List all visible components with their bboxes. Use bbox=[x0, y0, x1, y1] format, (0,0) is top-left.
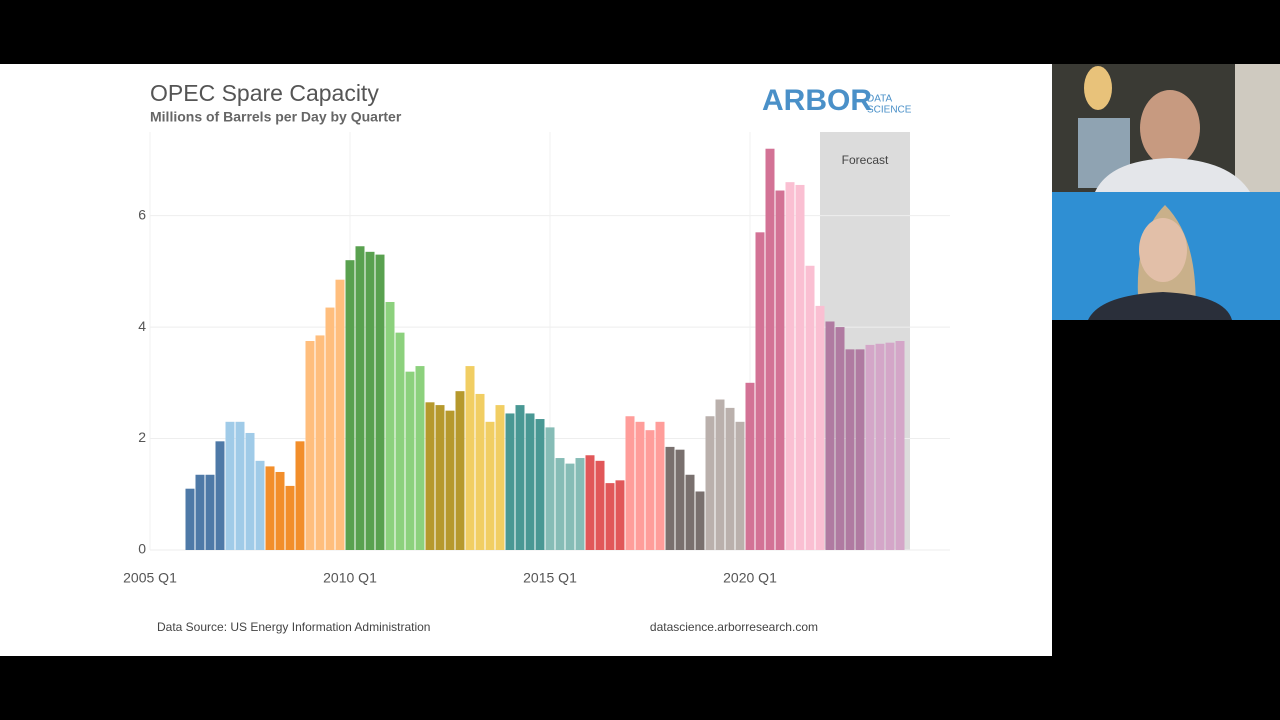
logo-tagline: SCIENCE bbox=[867, 105, 912, 116]
wall bbox=[1235, 64, 1280, 192]
bar bbox=[615, 480, 625, 550]
y-tick-label: 4 bbox=[138, 318, 146, 334]
bar bbox=[555, 458, 565, 550]
bar bbox=[675, 449, 685, 550]
bar bbox=[895, 341, 905, 550]
bar bbox=[575, 458, 585, 550]
webcam-tile bbox=[1052, 64, 1280, 192]
bar bbox=[295, 441, 305, 550]
bar bbox=[355, 246, 365, 550]
forecast-label: Forecast bbox=[842, 153, 889, 167]
chart-subtitle: Millions of Barrels per Day by Quarter bbox=[150, 109, 402, 125]
bar bbox=[585, 455, 595, 550]
bar bbox=[725, 407, 735, 550]
bar bbox=[665, 446, 675, 550]
bar bbox=[565, 463, 575, 550]
bar bbox=[395, 332, 405, 550]
bar bbox=[875, 343, 885, 550]
y-tick-label: 6 bbox=[138, 206, 146, 222]
bar bbox=[485, 421, 495, 550]
bar bbox=[185, 488, 195, 550]
bar bbox=[625, 416, 635, 550]
bar bbox=[365, 251, 375, 550]
bar bbox=[265, 466, 275, 550]
bar bbox=[385, 301, 395, 550]
bar bbox=[755, 232, 765, 550]
bar bbox=[285, 485, 295, 550]
bar bbox=[425, 402, 435, 550]
bar bbox=[865, 344, 875, 550]
bar bbox=[685, 474, 695, 550]
x-tick-label: 2010 Q1 bbox=[323, 570, 377, 586]
bar bbox=[605, 483, 615, 550]
bar bbox=[335, 279, 345, 550]
bar bbox=[275, 471, 285, 550]
bar bbox=[885, 342, 895, 550]
source-note: Data Source: US Energy Information Admin… bbox=[157, 620, 430, 634]
bar bbox=[465, 366, 475, 550]
bar bbox=[515, 405, 525, 550]
x-tick-label: 2005 Q1 bbox=[123, 570, 177, 586]
bar bbox=[505, 413, 515, 550]
website: datascience.arborresearch.com bbox=[650, 620, 818, 634]
bar bbox=[205, 474, 215, 550]
bar bbox=[225, 421, 235, 550]
person-head bbox=[1140, 90, 1200, 166]
x-tick-label: 2020 Q1 bbox=[723, 570, 777, 586]
bar bbox=[845, 349, 855, 550]
person-shirt bbox=[1088, 292, 1232, 320]
bar bbox=[455, 391, 465, 550]
bar bbox=[535, 419, 545, 550]
bar bbox=[445, 410, 455, 550]
logo-name: ARBOR bbox=[762, 84, 872, 117]
bar bbox=[715, 399, 725, 550]
logo-tagline: DATA bbox=[867, 94, 893, 105]
y-tick-label: 0 bbox=[138, 541, 146, 557]
bar bbox=[745, 382, 755, 550]
bar bbox=[435, 405, 445, 550]
bar bbox=[235, 421, 245, 550]
person-shirt bbox=[1095, 158, 1250, 192]
bar bbox=[375, 254, 385, 550]
x-tick-label: 2015 Q1 bbox=[523, 570, 577, 586]
bar bbox=[805, 265, 815, 550]
bar bbox=[765, 148, 775, 550]
chart-title: OPEC Spare Capacity bbox=[150, 80, 379, 106]
bar bbox=[825, 321, 835, 550]
bar bbox=[415, 366, 425, 550]
webcam-tile bbox=[1052, 192, 1280, 320]
bar bbox=[785, 182, 795, 550]
forecast-band bbox=[820, 132, 910, 550]
bar bbox=[325, 307, 335, 550]
bar bbox=[775, 190, 785, 550]
bar bbox=[855, 349, 865, 550]
bar bbox=[645, 430, 655, 550]
bar bbox=[595, 460, 605, 550]
bar bbox=[795, 184, 805, 551]
bar bbox=[815, 305, 825, 550]
bar bbox=[345, 260, 355, 550]
bar bbox=[525, 413, 535, 550]
person-head bbox=[1139, 218, 1187, 282]
bar bbox=[705, 416, 715, 550]
bar bbox=[305, 341, 315, 550]
bar bbox=[695, 491, 705, 550]
bar bbox=[835, 327, 845, 550]
y-tick-label: 2 bbox=[138, 429, 146, 445]
bar bbox=[255, 460, 265, 550]
bar bbox=[195, 474, 205, 550]
bar bbox=[215, 441, 225, 550]
bar bbox=[635, 421, 645, 550]
bar bbox=[245, 432, 255, 550]
bar bbox=[475, 393, 485, 550]
bar bbox=[545, 427, 555, 550]
bar bbox=[495, 405, 505, 550]
bar bbox=[405, 371, 415, 550]
lamp bbox=[1084, 66, 1112, 110]
bar bbox=[655, 421, 665, 550]
bar bbox=[315, 335, 325, 550]
bar bbox=[735, 421, 745, 550]
